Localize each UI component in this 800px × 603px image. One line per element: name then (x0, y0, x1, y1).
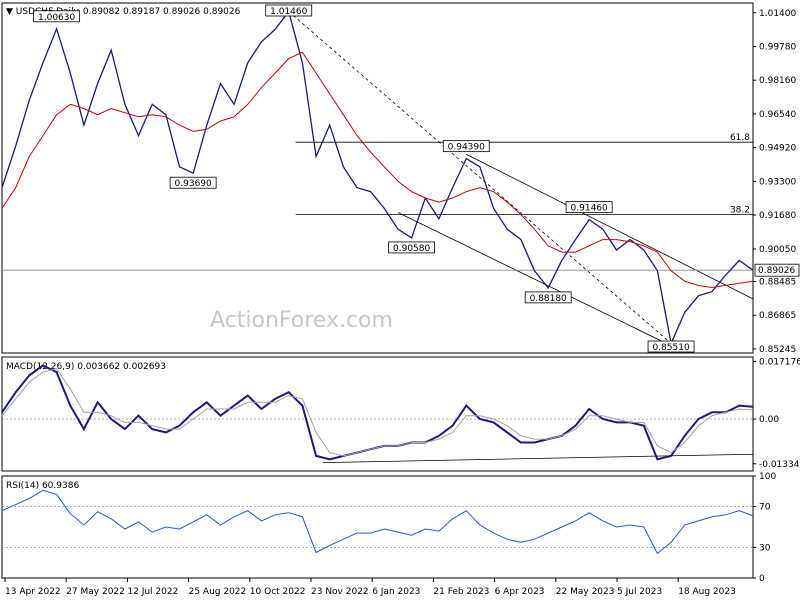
macd-trend-line (322, 453, 754, 464)
macd-y-tick-label: 0.017176 (759, 357, 800, 367)
price-annotation: 1.01460 (265, 4, 313, 17)
channel-lower-line (397, 212, 672, 347)
price-layer: 61.8 38.2 1.00630 1.01460 0.93690 0.94390 0.90… (1, 4, 754, 353)
macd-y-tick-label: -0.01334 (759, 460, 800, 470)
annotation-label: 1.01460 (270, 7, 307, 17)
x-tick-label: 5 Jul 2023 (617, 587, 662, 597)
annotation-label: 0.94390 (448, 143, 485, 153)
collapse-triangle-icon[interactable]: ▼ (6, 7, 16, 17)
x-tick-label: 23 Nov 2022 (311, 587, 369, 597)
price-y-tick-label: 0.88485 (759, 278, 796, 288)
annotation-label: 0.88180 (530, 294, 567, 304)
x-tick-label: 10 Oct 2022 (250, 587, 306, 597)
price-y-tick-label: 0.91680 (759, 211, 796, 221)
rsi-line (1, 489, 754, 555)
annotation-box (524, 291, 572, 304)
x-tick-label: 6 Apr 2023 (495, 587, 545, 597)
price-y-tick-label: 0.99780 (759, 42, 796, 52)
price-annotation: 0.93690 (169, 176, 217, 189)
macd-signal-line (1, 368, 754, 457)
macd-layer (1, 364, 754, 464)
price-annotation: 0.94390 (442, 140, 490, 153)
macd-panel (1, 356, 754, 472)
ohlc-readout: 0.89082 0.89187 0.89026 0.89026 (83, 7, 241, 17)
price-y-tick-label: 0.93300 (759, 177, 796, 187)
price-y-tick-label: 0.98160 (759, 76, 796, 86)
channel-upper-line (466, 153, 754, 300)
dashed-trend-line (288, 11, 672, 344)
price-annotation: 0.90580 (388, 241, 436, 254)
rsi-y-tick-label: 100 (759, 472, 776, 482)
fib-level-label: 38.2 (730, 206, 750, 216)
price-annotation: 0.91460 (565, 201, 613, 214)
macd-y-tick-label: 0.00 (759, 415, 779, 425)
x-tick-label: 12 Jul 2022 (127, 587, 178, 597)
annotation-box (265, 4, 313, 17)
price-annotation: 1.00630 (33, 10, 81, 23)
x-tick-label: 27 May 2022 (66, 587, 125, 597)
annotation-label: 0.85510 (652, 343, 689, 353)
annotation-label: 0.90580 (393, 244, 430, 254)
annotation-box (169, 176, 217, 189)
price-annotation: 0.85510 (647, 340, 695, 353)
watermark: ActionForex.com (210, 308, 393, 333)
fib-level-label: 61.8 (730, 133, 750, 143)
annotation-label: 1.00630 (38, 13, 75, 23)
annotation-box (442, 140, 490, 153)
annotation-box (647, 340, 695, 353)
macd-panel-title: MACD(12,26,9) 0.003662 0.002693 (6, 362, 166, 372)
annotation-box (388, 241, 436, 254)
price-y-tick-label: 0.96540 (759, 110, 796, 120)
rsi-panel-title: RSI(14) 60.9386 (6, 481, 79, 491)
price-panel (1, 2, 754, 354)
moving-average-line (1, 51, 754, 289)
last-price-label: 0.89026 (758, 266, 795, 276)
rsi-y-tick-label: 0 (759, 574, 765, 584)
price-y-tick-label: 0.94920 (759, 144, 796, 154)
annotation-box (33, 10, 81, 23)
last-price-box (754, 263, 800, 277)
x-tick-label: 13 Apr 2022 (5, 587, 61, 597)
x-tick-label: 25 Aug 2022 (189, 587, 247, 597)
x-tick-label: 18 Aug 2023 (678, 587, 736, 597)
price-y-tick-label: 0.86865 (759, 311, 796, 321)
price-y-tick-label: 1.01400 (759, 9, 796, 19)
price-y-tick-label: 0.90050 (759, 245, 796, 255)
rsi-y-tick-label: 30 (759, 543, 771, 553)
annotation-label: 0.91460 (571, 204, 608, 214)
rsi-y-tick-label: 70 (759, 503, 771, 513)
annotation-label: 0.93690 (175, 179, 212, 189)
price-y-tick-label: 0.85245 (759, 345, 796, 355)
x-tick-label: 6 Jan 2023 (372, 587, 420, 597)
x-tick-label: 21 Feb 2023 (433, 587, 489, 597)
rsi-layer (1, 489, 754, 555)
annotation-box (565, 201, 613, 214)
rsi-panel (1, 475, 754, 579)
price-annotation: 0.88180 (524, 291, 572, 304)
x-tick-label: 22 May 2023 (556, 587, 615, 597)
axis-layer: 1.01400 0.99780 0.98160 0.96540 0.94920 0.933… (4, 9, 800, 597)
